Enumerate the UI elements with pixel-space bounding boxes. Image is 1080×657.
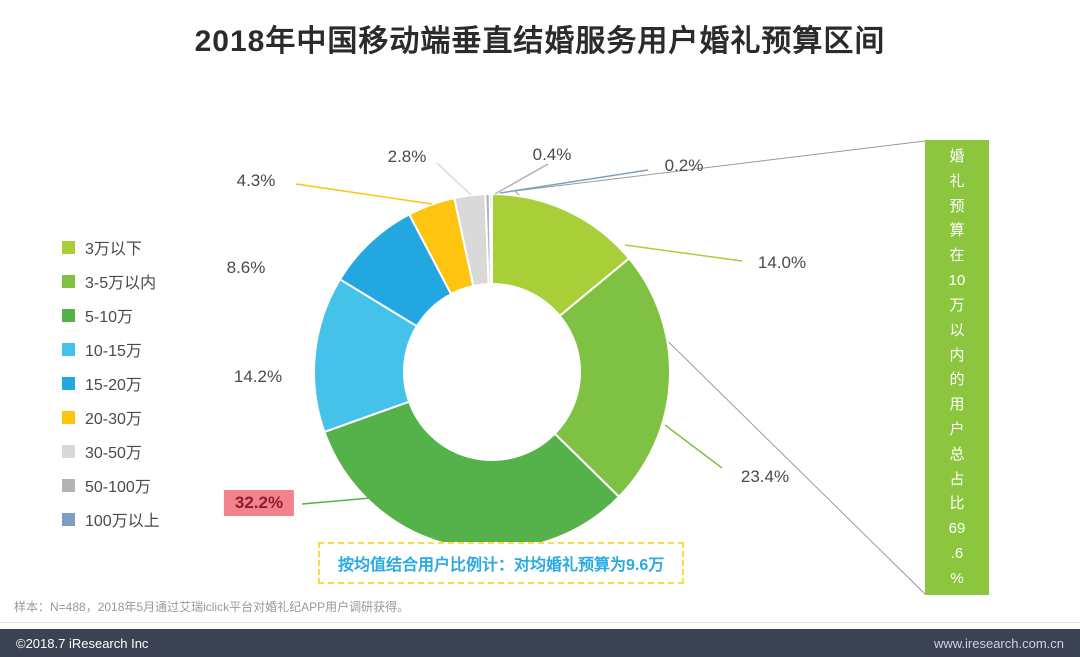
legend-item: 20-30万: [62, 410, 160, 428]
legend-item: 10-15万: [62, 342, 160, 360]
legend-swatch-icon: [62, 342, 75, 356]
summary-char: 礼: [949, 172, 965, 190]
sample-note: 样本：N=488，2018年5月通过艾瑞iclick平台对婚礼纪APP用户调研获…: [14, 600, 410, 614]
summary-callout: 婚礼预算在 10 万以内的用户总占比 69 .6%: [925, 140, 989, 595]
slice-value-label: 2.8%: [387, 147, 427, 166]
leader-line: [301, 496, 383, 505]
legend-swatch-icon: [62, 410, 75, 424]
summary-char: 算: [949, 222, 965, 240]
slice-value-label: 0.2%: [664, 156, 704, 175]
summary-char: 比: [949, 495, 965, 513]
slice-value-label: 4.3%: [236, 171, 276, 190]
legend: 3万以下 3-5万以内 5-10万 10-15万 15-20万 20-30万 30-50万 5…: [62, 240, 160, 546]
legend-label: 30-50万: [85, 445, 142, 462]
footer-bar: ©2018.7 iResearch Inc www.iresearch.com.…: [0, 629, 1080, 657]
summary-char: %: [950, 569, 964, 587]
legend-label: 3万以下: [85, 241, 142, 258]
slice-value-label: 14.2%: [233, 367, 283, 386]
legend-label: 20-30万: [85, 411, 142, 428]
donut-slice-9: [488, 192, 493, 286]
footer-divider: [0, 622, 1080, 623]
legend-item: 5-10万: [62, 308, 160, 326]
summary-char: 在: [949, 247, 965, 265]
summary-char: 内: [949, 346, 965, 364]
leader-line: [664, 424, 723, 469]
legend-label: 10-15万: [85, 343, 142, 360]
legend-swatch-icon: [62, 376, 75, 390]
summary-char: 万: [949, 296, 965, 314]
legend-item: 30-50万: [62, 444, 160, 462]
summary-char: 69: [948, 520, 966, 538]
legend-label: 15-20万: [85, 377, 142, 394]
donut-slice-1: [491, 192, 631, 318]
slice-value-label: 0.4%: [532, 145, 572, 164]
legend-swatch-icon: [62, 308, 75, 322]
summary-char: 总: [949, 445, 965, 463]
leader-line: [295, 183, 433, 205]
legend-swatch-icon: [62, 444, 75, 458]
page-title: 2018年中国移动端垂直结婚服务用户婚礼预算区间: [194, 25, 886, 58]
slice-value-label: 14.0%: [757, 253, 807, 272]
donut-slice-2: [553, 257, 671, 499]
summary-char: .6: [950, 545, 964, 562]
legend-item: 3万以下: [62, 240, 160, 258]
leader-line: [499, 169, 649, 194]
legend-item: 100万以上: [62, 512, 160, 530]
legend-item: 15-20万: [62, 376, 160, 394]
legend-swatch-icon: [62, 274, 75, 288]
summary-char: 用: [949, 396, 965, 414]
leader-line: [494, 163, 549, 195]
legend-label: 5-10万: [85, 309, 134, 326]
slice-value-label: 23.4%: [740, 467, 790, 486]
legend-swatch-icon: [62, 512, 75, 526]
leader-line: [624, 244, 743, 262]
legend-label: 100万以上: [85, 513, 160, 530]
average-annotation: 按均值结合用户比例计：对均婚礼预算为9.6万: [318, 542, 685, 584]
legend-swatch-icon: [62, 478, 75, 492]
callout-line: [514, 140, 926, 192]
copyright-text: ©2018.7 iResearch Inc: [16, 635, 149, 651]
summary-char: 以: [949, 321, 965, 339]
summary-char: 婚: [949, 148, 965, 165]
summary-char: 户: [949, 420, 965, 438]
website-url: www.iresearch.com.cn: [933, 635, 1064, 651]
slice-value-label: 8.6%: [226, 258, 266, 277]
legend-label: 50-100万: [85, 479, 151, 496]
slice-value-label: 32.2%: [223, 490, 295, 516]
legend-item: 3-5万以内: [62, 274, 160, 292]
legend-item: 50-100万: [62, 478, 160, 496]
summary-char: 10: [948, 272, 966, 290]
legend-label: 3-5万以内: [85, 275, 157, 292]
leader-line: [436, 162, 472, 196]
summary-char: 预: [949, 197, 965, 215]
legend-swatch-icon: [62, 240, 75, 254]
summary-char: 占: [949, 470, 965, 488]
summary-char: 的: [949, 371, 965, 389]
